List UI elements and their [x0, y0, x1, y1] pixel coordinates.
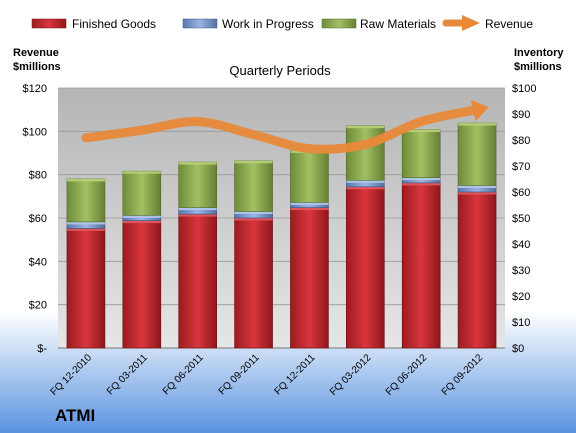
bar-raw-materials-top-highlight — [66, 179, 105, 182]
bar-stacks — [66, 122, 497, 349]
legend-label-work-in-progress: Work in Progress — [222, 17, 314, 31]
bar-finished-goods — [290, 207, 329, 349]
bar-finished-goods — [234, 217, 273, 349]
right-tick-label: $70 — [512, 161, 530, 173]
bar-finished-goods — [346, 186, 385, 349]
bar-finished-goods — [457, 191, 497, 349]
left-axis-title-line2: $millions — [13, 61, 61, 73]
company-name: ATMI — [55, 406, 95, 425]
legend-swatch-raw-materials — [321, 18, 357, 29]
right-tick-label: $50 — [512, 213, 530, 225]
chart-subtitle: Quarterly Periods — [229, 63, 331, 78]
bar-finished-goods — [401, 182, 441, 349]
legend: Finished Goods Work in Progress Raw Mate… — [31, 15, 533, 31]
left-tick-label: $100 — [23, 126, 47, 138]
bar-raw-materials — [122, 170, 162, 216]
left-tick-label: $20 — [29, 300, 47, 312]
bar-finished-goods-top-highlight — [122, 220, 161, 224]
bar-raw-materials — [290, 150, 329, 203]
legend-swatch-finished-goods — [31, 18, 67, 29]
legend-label-finished-goods: Finished Goods — [72, 17, 156, 31]
bar-finished-goods-top-highlight — [458, 192, 497, 195]
bar-finished-goods-top-highlight — [66, 228, 105, 231]
left-tick-label: $- — [37, 343, 47, 355]
right-axis-ticks: $0 $10 $20 $30 $40 $50 $60 $70 $80 $90 $100 — [512, 83, 536, 355]
right-tick-label: $80 — [512, 135, 530, 147]
right-tick-label: $10 — [512, 317, 530, 329]
left-tick-label: $60 — [29, 213, 47, 225]
bar-finished-goods-top-highlight — [346, 186, 385, 190]
right-tick-label: $20 — [512, 291, 530, 303]
bar-finished-goods — [178, 213, 217, 349]
left-tick-label: $40 — [29, 256, 47, 268]
right-tick-label: $60 — [512, 187, 530, 199]
bar-raw-materials — [178, 161, 217, 208]
bar-finished-goods-top-highlight — [178, 214, 217, 217]
bar-raw-materials-top-highlight — [234, 160, 273, 164]
right-tick-label: $90 — [512, 109, 530, 121]
bar-work-in-progress-top-highlight — [290, 202, 329, 205]
right-axis-title-line2: $millions — [514, 61, 562, 73]
bar-work-in-progress-top-highlight — [122, 215, 161, 218]
right-tick-label: $100 — [512, 83, 536, 95]
bar-raw-materials-top-highlight — [178, 162, 217, 165]
bar-raw-materials — [401, 129, 441, 179]
bar-finished-goods-top-highlight — [290, 207, 329, 211]
bar-work-in-progress-top-highlight — [346, 180, 385, 183]
bar-raw-materials — [66, 178, 106, 223]
left-axis-title-line1: Revenue — [13, 47, 59, 59]
bar-raw-materials — [457, 122, 497, 186]
left-tick-label: $120 — [23, 83, 47, 95]
bar-work-in-progress-top-highlight — [402, 177, 441, 181]
revenue-line — [81, 105, 482, 154]
bar-raw-materials-top-highlight — [458, 123, 497, 126]
bar-raw-materials — [346, 125, 385, 181]
revenue-arrowhead — [470, 99, 489, 122]
bar-raw-materials-top-highlight — [122, 171, 161, 174]
bar-work-in-progress-top-highlight — [234, 211, 273, 214]
left-tick-label: $80 — [29, 170, 47, 182]
bar-work-in-progress-top-highlight — [66, 221, 105, 225]
bar-raw-materials-top-highlight — [346, 125, 385, 129]
legend-swatch-work-in-progress — [182, 18, 218, 29]
bar-work-in-progress-top-highlight — [458, 185, 497, 188]
left-axis-ticks: $- $20 $40 $60 $80 $100 $120 — [23, 83, 48, 355]
bar-finished-goods — [66, 228, 106, 349]
bar-raw-materials-top-highlight — [402, 129, 441, 133]
legend-label-revenue: Revenue — [485, 17, 533, 31]
right-tick-label: $30 — [512, 265, 530, 277]
bar-work-in-progress-top-highlight — [178, 207, 217, 211]
legend-label-raw-materials: Raw Materials — [360, 17, 436, 31]
revenue-line-layer — [81, 99, 489, 154]
bar-finished-goods — [122, 220, 162, 349]
bar-raw-materials — [234, 160, 273, 212]
right-tick-label: $0 — [512, 343, 524, 355]
legend-revenue-arrowhead — [462, 15, 480, 31]
right-axis-title-line1: Inventory — [514, 47, 564, 59]
right-tick-label: $40 — [512, 239, 530, 251]
bar-finished-goods-top-highlight — [402, 182, 441, 186]
bar-finished-goods-top-highlight — [234, 218, 273, 221]
